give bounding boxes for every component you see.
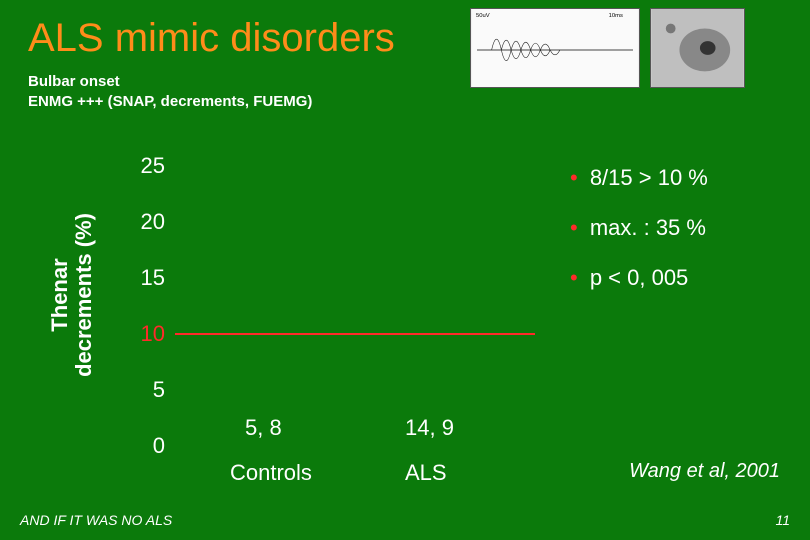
bullet-item: • 8/15 > 10 % — [570, 165, 708, 191]
bar-value: 5, 8 — [245, 415, 282, 441]
x-category: Controls — [230, 460, 312, 486]
chart-y-axis-label-wrap: Thenar decrements (%) — [18, 175, 88, 435]
emg-waveform-thumb: 50uV 10ms — [470, 8, 640, 88]
bullet-item: • max. : 35 % — [570, 215, 708, 241]
y-tick: 20 — [105, 209, 165, 235]
y-tick: 15 — [105, 265, 165, 291]
page-number: 11 — [775, 512, 790, 528]
chart-y-axis-label: Thenar decrements (%) — [48, 165, 96, 425]
bullet-dot-icon: • — [570, 165, 578, 190]
svg-text:10ms: 10ms — [609, 13, 623, 19]
y-tick: 25 — [105, 153, 165, 179]
citation: Wang et al, 2001 — [629, 460, 780, 483]
footer-note: AND IF IT WAS NO ALS — [20, 512, 172, 528]
svg-text:50uV: 50uV — [476, 13, 490, 19]
subtitle-line-1: Bulbar onset — [28, 73, 120, 90]
slide-title: ALS mimic disorders — [28, 16, 395, 61]
bullet-text: 8/15 > 10 % — [584, 165, 708, 190]
y-tick: 0 — [105, 433, 165, 459]
histology-thumb — [650, 8, 745, 88]
bullet-dot-icon: • — [570, 215, 578, 240]
y-tick: 10 — [105, 321, 165, 347]
x-category: ALS — [405, 460, 447, 486]
y-tick: 5 — [105, 377, 165, 403]
slide-subtitle: Bulbar onset ENMG +++ (SNAP, decrements,… — [28, 72, 312, 111]
stats-bullets: • 8/15 > 10 %• max. : 35 %• p < 0, 005 — [570, 165, 708, 315]
bullet-text: max. : 35 % — [584, 215, 706, 240]
bar-value: 14, 9 — [405, 415, 454, 441]
bullet-dot-icon: • — [570, 265, 578, 290]
bullet-item: • p < 0, 005 — [570, 265, 708, 291]
threshold-line — [175, 333, 535, 335]
bullet-text: p < 0, 005 — [584, 265, 689, 290]
thenar-decrements-chart: 25201510505, 8Controls14, 9ALS — [105, 165, 535, 445]
subtitle-line-2: ENMG +++ (SNAP, decrements, FUEMG) — [28, 93, 312, 110]
